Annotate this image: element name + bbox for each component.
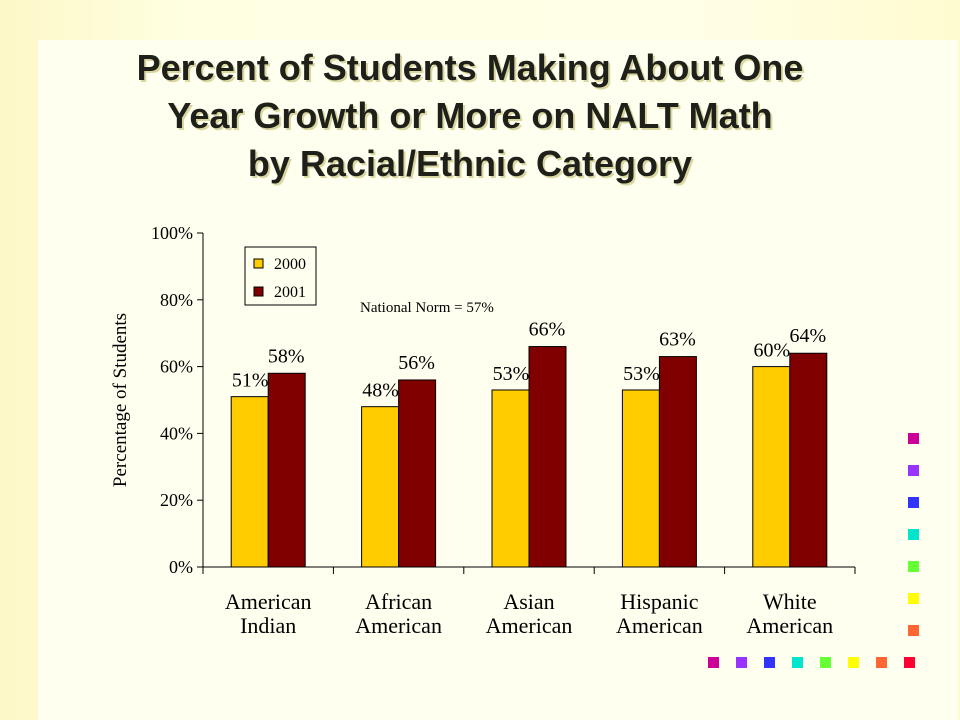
bar-2001 [528,346,567,568]
decorative-square [876,657,890,671]
data-label-2000: 53% [493,363,530,385]
bar-2001 [267,372,306,568]
data-label-2000: 48% [362,380,399,402]
data-label-2001: 63% [659,329,696,351]
y-tick-label: 60% [160,357,193,377]
x-category-label: Indian [240,613,296,638]
decorative-square [908,465,922,479]
national-norm-annotation: National Norm = 57% [360,300,494,316]
y-axis-title: Percentage of Students [110,313,131,487]
decorative-square [764,657,778,671]
bar-2000 [230,396,269,568]
title-line-2: Year Growth or More on NALT Math [167,95,773,136]
data-label-2001: 64% [789,325,826,347]
x-category-label: Hispanic [620,589,698,614]
data-label-2000: 53% [623,363,660,385]
title-line-1: Percent of Students Making About One [136,47,804,88]
legend-swatch-2001 [253,286,264,297]
bar-2000 [491,389,530,568]
y-tick-label: 0% [169,557,193,577]
x-category-label: American [355,613,442,638]
x-category-label: Asian [503,589,554,614]
bar-2001 [789,352,828,568]
bar-2001 [398,379,437,568]
decorative-square [904,657,918,671]
decorative-square [820,657,834,671]
x-category-label: American [225,589,312,614]
title-line-3: by Racial/Ethnic Category [247,143,693,184]
data-label-2001: 56% [398,352,435,374]
bar-2000 [361,406,400,568]
x-category-label: African [365,589,432,614]
decorative-square [736,657,750,671]
bar-2000 [752,366,791,568]
decorative-square [792,657,806,671]
decorative-square [908,433,922,447]
bar-2001 [658,356,697,568]
bar-2000 [621,389,660,568]
data-label-2000: 51% [232,370,269,392]
decorative-square [908,625,922,639]
legend-label: 2000 [274,256,306,273]
legend-label: 2001 [274,284,306,301]
y-tick-label: 40% [160,423,193,443]
data-label-2001: 58% [268,345,305,367]
decorative-square [908,529,922,543]
y-tick-label: 20% [160,490,193,510]
data-label-2001: 66% [529,319,566,341]
legend-swatch-2000 [253,258,264,269]
decorative-square [908,593,922,607]
slide-title: Percent of Students Making About One Yea… [40,44,900,188]
decorative-square [708,657,722,671]
decorative-square [908,561,922,575]
x-category-label: American [616,613,703,638]
decorative-square [908,497,922,511]
x-category-label: American [746,613,833,638]
x-category-label: American [486,613,573,638]
y-tick-label: 80% [160,290,193,310]
data-label-2000: 60% [753,340,790,362]
y-tick-label: 100% [151,223,193,243]
x-category-label: White [763,589,817,614]
decorative-square [848,657,862,671]
